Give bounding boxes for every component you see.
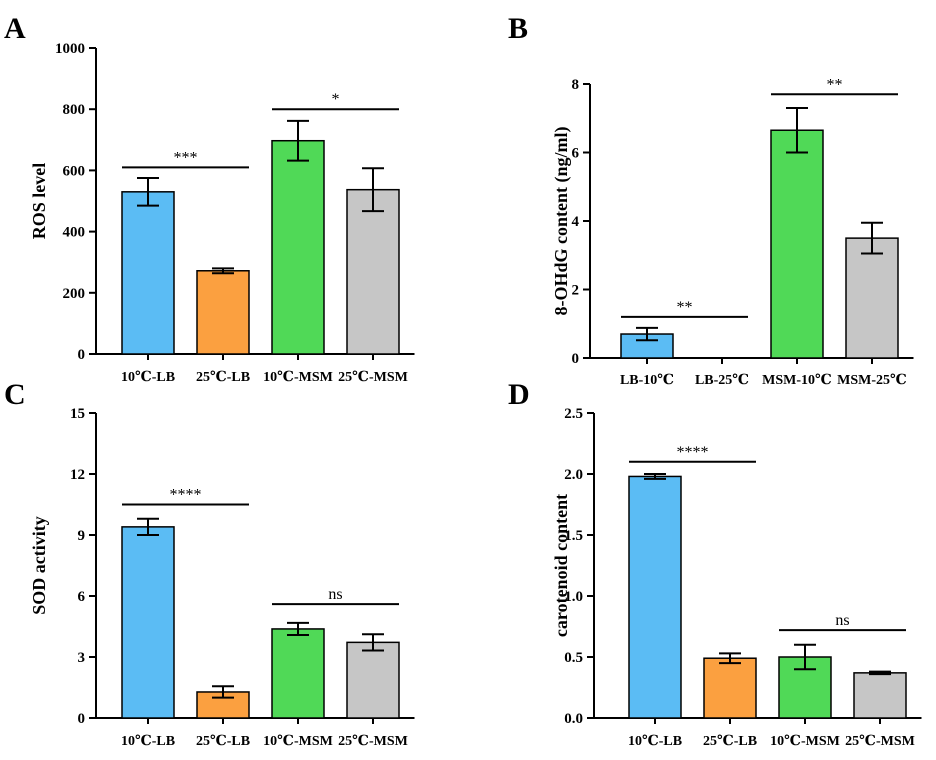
y-tick-label: 8 [572, 77, 580, 93]
bar [196, 270, 250, 355]
x-tick-label: 25℃-LB [196, 370, 250, 385]
bar [703, 657, 757, 719]
panel-letter: D [508, 378, 530, 411]
significance-label: ns [835, 612, 849, 629]
y-tick-label: 2 [572, 283, 580, 299]
panel-letter: B [508, 12, 528, 45]
x-tick-label: 25℃-MSM [338, 370, 408, 385]
x-tick-label: 10℃-MSM [263, 370, 333, 385]
significance-label: ** [677, 299, 693, 316]
y-tick-label: 0 [78, 347, 86, 363]
bar [628, 475, 682, 719]
y-tick-label: 12 [70, 467, 85, 483]
y-tick-label: 9 [78, 528, 86, 544]
y-tick-label: 0.0 [564, 711, 583, 727]
x-tick-label: 10℃-LB [121, 370, 175, 385]
x-tick-label: 10℃-MSM [263, 734, 333, 749]
y-tick-label: 600 [63, 163, 86, 179]
significance-label: *** [174, 149, 198, 166]
y-tick-label: 4 [572, 214, 580, 230]
y-tick-label: 1.5 [564, 528, 583, 544]
x-tick-label: LB-25℃ [695, 373, 749, 388]
bar [121, 526, 175, 719]
y-tick-label: 1000 [55, 41, 85, 57]
significance-label: **** [170, 487, 202, 504]
y-tick-label: 200 [63, 286, 86, 302]
bar [271, 628, 325, 719]
y-axis-title: SOD activity [29, 516, 49, 615]
y-tick-label: 400 [63, 225, 86, 241]
y-tick-label: 3 [78, 650, 86, 666]
bar [845, 237, 899, 359]
bar [121, 191, 175, 355]
chart-panel-b: B 0 2 4 6 8 8-OHdG content (ng/ml) LB-10℃ LB-25℃… [508, 12, 914, 388]
significance-label: ** [827, 76, 843, 93]
bar [853, 672, 907, 719]
x-tick-label: 10℃-MSM [770, 734, 840, 749]
x-tick-label: 25℃-MSM [845, 734, 915, 749]
y-axis-title: carotenoid content [551, 494, 571, 637]
x-tick-label: 25℃-LB [703, 734, 757, 749]
x-tick-label: 10℃-LB [628, 734, 682, 749]
x-tick-label: 25℃-MSM [338, 734, 408, 749]
significance-label: * [332, 91, 340, 108]
y-tick-label: 6 [572, 146, 580, 162]
bar [271, 139, 325, 355]
y-tick-label: 15 [70, 406, 85, 422]
panel-letter: C [4, 378, 26, 411]
bar [346, 641, 400, 719]
y-axis-title: ROS level [29, 163, 49, 240]
x-tick-label: MSM-25℃ [837, 373, 907, 388]
y-tick-label: 0 [78, 711, 86, 727]
bar [770, 129, 824, 359]
chart-panel-d: D 0.0 0.5 1.0 1.5 2.0 2.5 carotenoid content 10℃… [508, 378, 922, 749]
chart-panel-c: C 0 3 6 9 12 15 SOD activity 10℃-LB 25℃-LB 10℃-MSM… [4, 378, 415, 749]
chart-panel-a: A 0 200 400 600 800 1000 ROS level 10℃-LB 25℃-LB 1… [4, 12, 415, 385]
y-tick-label: 1.0 [564, 589, 583, 605]
x-tick-label: LB-10℃ [620, 373, 674, 388]
y-tick-label: 0 [572, 351, 580, 367]
significance-label: **** [677, 444, 709, 461]
y-tick-label: 2.5 [564, 406, 583, 422]
panel-letter: A [4, 12, 26, 45]
y-tick-label: 6 [78, 589, 86, 605]
x-tick-label: 25℃-LB [196, 734, 250, 749]
y-tick-label: 800 [63, 102, 86, 118]
y-axis-title: 8-OHdG content (ng/ml) [551, 127, 572, 316]
y-tick-label: 0.5 [564, 650, 583, 666]
x-tick-label: MSM-10℃ [762, 373, 832, 388]
y-tick-label: 2.0 [564, 467, 583, 483]
bar [346, 188, 400, 355]
x-tick-label: 10℃-LB [121, 734, 175, 749]
significance-label: ns [328, 586, 342, 603]
